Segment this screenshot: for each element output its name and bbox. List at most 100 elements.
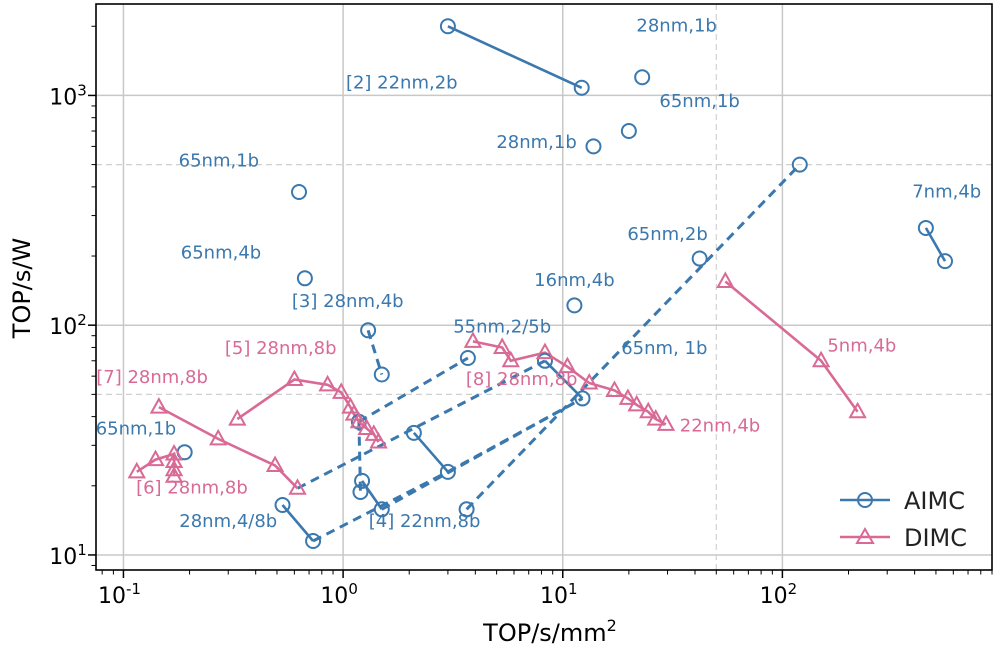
aimc-point xyxy=(573,79,590,96)
aimc-point xyxy=(405,424,422,441)
aimc-point xyxy=(439,463,456,480)
aimc-point xyxy=(574,390,591,407)
dimc-point xyxy=(318,374,337,392)
aimc-point xyxy=(634,69,651,86)
annotation-label: 65nm,1b xyxy=(179,151,259,172)
annotations: [2] 22nm,2b 28nm,1b 65nm,1b 28nm,1b 65nm,1b 7… xyxy=(96,15,982,532)
annotation-label: 22nm,4b xyxy=(680,415,760,436)
annotation-label: 55nm,2/5b xyxy=(453,316,551,337)
dimc-point xyxy=(288,478,307,495)
annotation-label: [2] 22nm,2b xyxy=(346,73,458,94)
x-tick-label: 102 xyxy=(760,580,798,609)
aimc-point xyxy=(274,496,291,513)
x-axis-label: TOP/s/mm2 xyxy=(482,616,617,647)
annotation-label: [3] 28nm,4b xyxy=(292,291,404,312)
dimc-point xyxy=(357,418,376,436)
axes: 10-1 100 101 102 101 102 103 xyxy=(49,25,993,609)
dimc-point xyxy=(149,397,169,414)
annotation-label: [6] 28nm,8b xyxy=(136,478,248,499)
annotation-label: 5nm,4b xyxy=(827,335,896,356)
y-axis-label: TOP/s/W xyxy=(8,238,36,339)
annotation-label: 65nm,1b xyxy=(659,91,739,112)
legend: AIMC DIMC xyxy=(840,487,967,552)
y-tick-label: 101 xyxy=(49,541,87,570)
aimc-point xyxy=(585,138,602,155)
aimc-point xyxy=(373,501,390,518)
annotation-label: [4] 22nm,8b xyxy=(369,511,481,532)
annotation-label: 28nm,4/8b xyxy=(179,511,277,532)
dimc-point xyxy=(164,466,184,483)
legend-dimc-marker xyxy=(855,526,875,544)
aimc-point xyxy=(352,483,369,500)
aimc-solid-line xyxy=(544,359,584,400)
dimc-point xyxy=(146,449,165,467)
dimc-point xyxy=(164,459,184,477)
annotation-label: [8] 28nm,8b xyxy=(466,369,578,390)
aimc-solid-line xyxy=(447,25,583,89)
aimc-dashed-line xyxy=(465,163,801,511)
dimc-point xyxy=(127,461,146,479)
aimc-point xyxy=(305,533,322,550)
dimc-point xyxy=(535,342,555,360)
aimc-point xyxy=(536,352,553,369)
grid xyxy=(96,4,992,570)
dimc-point xyxy=(364,424,384,441)
legend-aimc-marker xyxy=(857,492,873,508)
dimc-point xyxy=(580,372,599,390)
dimc-line xyxy=(158,405,299,490)
dimc-point xyxy=(285,369,304,387)
x-tick-label: 10-1 xyxy=(98,580,141,609)
aimc-point xyxy=(439,18,456,35)
legend-dimc-label: DIMC xyxy=(904,524,967,552)
dimc-point xyxy=(265,455,285,473)
dimc-point xyxy=(492,337,512,354)
aimc-point xyxy=(354,472,371,489)
y-tick-label: 102 xyxy=(49,311,87,340)
aimc-point xyxy=(566,297,583,314)
dimc-point xyxy=(208,428,228,446)
dimc-line xyxy=(472,340,667,426)
dimc-point xyxy=(349,411,369,429)
dimc-point xyxy=(639,401,658,419)
aimc-solid-line xyxy=(412,431,449,473)
x-tick-label: 100 xyxy=(320,580,358,609)
y-tick-label: 103 xyxy=(49,81,87,110)
annotation-label: [7] 28nm,8b xyxy=(96,367,208,388)
annotation-label: 65nm,4b xyxy=(181,243,261,264)
dimc-point xyxy=(646,409,665,426)
plot-frame xyxy=(95,3,993,571)
dimc-point xyxy=(558,356,577,374)
dimc-point xyxy=(369,431,388,449)
aimc-dashed-line xyxy=(357,421,362,493)
dimc-point xyxy=(463,331,483,348)
aimc-point xyxy=(459,349,476,366)
dimc-point xyxy=(618,388,638,405)
aimc-dashed-line xyxy=(381,397,584,511)
legend-aimc-label: AIMC xyxy=(904,487,965,515)
aimc-point xyxy=(291,183,308,200)
annotation-label: 65nm,2b xyxy=(627,224,707,245)
aimc-point xyxy=(458,501,475,518)
dimc-point xyxy=(605,380,624,397)
annotation-label: 16nm,4b xyxy=(534,270,614,291)
aimc-point xyxy=(691,250,708,267)
dimc-point xyxy=(627,394,646,412)
dimc-point xyxy=(228,409,247,426)
aimc-point xyxy=(296,270,313,287)
aimc-dashed-line xyxy=(358,356,469,423)
aimc-point xyxy=(360,322,377,339)
dimc-point xyxy=(848,401,867,419)
dimc-line xyxy=(136,452,176,477)
dimc-point xyxy=(331,382,351,399)
annotation-label: 65nm,1b xyxy=(96,418,176,439)
annotation-label: [5] 28nm,8b xyxy=(225,338,337,359)
dimc-point xyxy=(656,414,676,431)
aimc-dashed-line xyxy=(447,397,584,474)
aimc-point xyxy=(620,123,637,140)
aimc-point xyxy=(373,366,390,383)
dimc-point xyxy=(501,350,520,368)
series-markers xyxy=(127,18,954,550)
dimc-point xyxy=(164,443,184,461)
